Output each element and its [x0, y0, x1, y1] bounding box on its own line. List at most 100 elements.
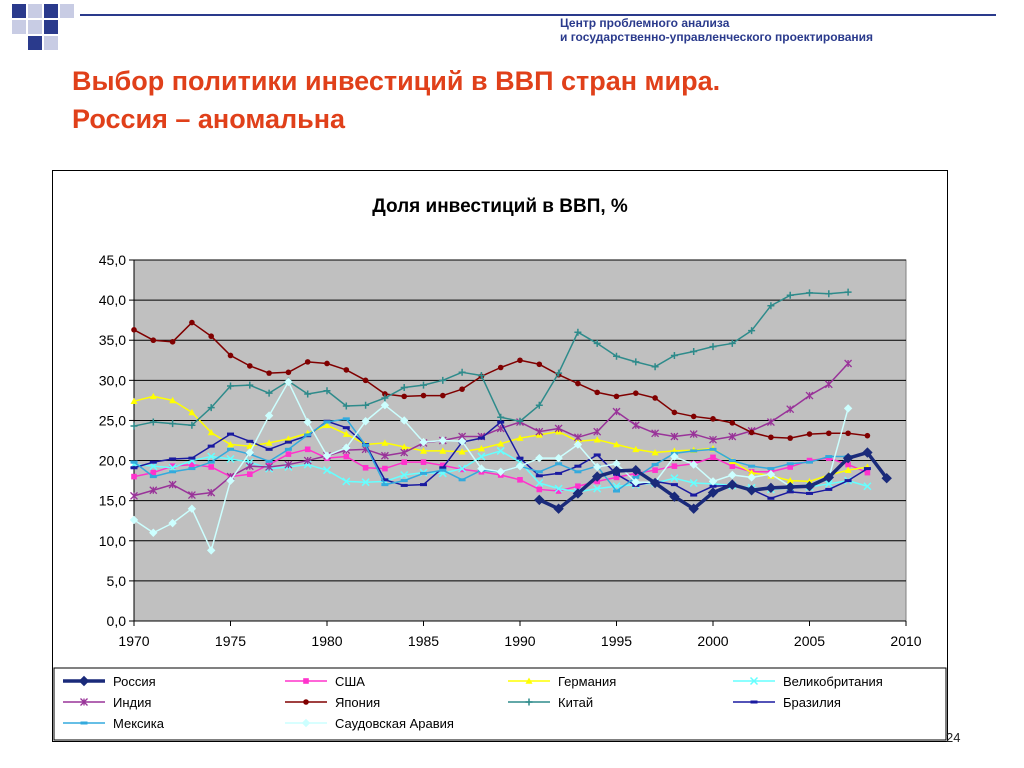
- data-point: [149, 418, 157, 426]
- data-point: [709, 343, 717, 351]
- data-point: [266, 370, 272, 376]
- legend-marker: [749, 676, 759, 686]
- data-point: [612, 407, 621, 416]
- data-point: [649, 477, 661, 489]
- chart-title: Доля инвестиций в ВВП, %: [372, 196, 628, 217]
- x-tick-label: 2005: [794, 633, 825, 649]
- legend-label: США: [335, 674, 365, 689]
- legend-label: Китай: [558, 695, 593, 710]
- x-tick-label: 2010: [890, 633, 921, 649]
- data-point: [399, 416, 409, 425]
- data-point: [864, 432, 871, 439]
- data-point: [746, 485, 757, 496]
- data-point: [247, 471, 253, 477]
- data-point: [727, 479, 738, 490]
- data-point: [826, 430, 832, 437]
- data-point: [477, 464, 486, 473]
- x-tick-label: 1980: [311, 633, 342, 649]
- data-point: [806, 289, 813, 297]
- decoration-square: [12, 4, 26, 18]
- data-point: [824, 380, 833, 389]
- data-point: [592, 462, 602, 472]
- data-point: [864, 469, 871, 476]
- data-point: [766, 469, 776, 479]
- x-tick-label: 1985: [408, 633, 439, 649]
- data-point: [458, 368, 466, 376]
- data-point: [149, 486, 158, 495]
- data-point: [187, 491, 196, 500]
- data-point: [729, 463, 736, 469]
- data-point: [362, 464, 369, 471]
- data-point: [844, 466, 852, 473]
- data-point: [613, 441, 620, 448]
- data-point: [150, 469, 157, 476]
- data-point: [246, 381, 254, 389]
- data-point: [710, 454, 716, 461]
- data-point: [554, 484, 563, 493]
- data-point: [168, 480, 177, 489]
- organization-line-1: Центр проблемного анализа: [560, 16, 730, 30]
- data-point: [630, 464, 642, 476]
- data-point: [613, 474, 620, 481]
- data-point: [284, 460, 293, 469]
- legend-label: Великобритания: [783, 674, 883, 689]
- data-point: [728, 339, 736, 347]
- data-point: [652, 395, 658, 401]
- data-point: [420, 381, 427, 389]
- data-point: [245, 462, 254, 471]
- data-point: [284, 377, 293, 387]
- data-point: [343, 453, 350, 460]
- data-point: [669, 491, 680, 502]
- data-point: [593, 427, 602, 436]
- data-point: [265, 439, 273, 446]
- data-point: [844, 359, 853, 368]
- legend-label: Япония: [335, 695, 380, 710]
- data-point: [805, 391, 814, 400]
- data-point: [400, 443, 408, 450]
- legend-marker: [301, 718, 311, 728]
- data-point: [400, 448, 409, 457]
- data-point: [670, 432, 679, 441]
- data-point: [729, 420, 736, 426]
- data-point: [342, 477, 351, 486]
- data-point: [516, 417, 524, 425]
- data-point: [458, 448, 466, 455]
- data-point: [130, 422, 138, 430]
- data-point: [593, 436, 601, 443]
- data-point: [285, 451, 292, 457]
- data-point: [400, 384, 408, 392]
- data-point: [804, 481, 815, 492]
- data-point: [247, 363, 253, 369]
- data-point: [187, 504, 197, 513]
- data-point: [787, 464, 793, 470]
- data-point: [517, 357, 523, 364]
- decoration-square: [44, 4, 58, 18]
- data-point: [303, 417, 312, 427]
- data-point: [633, 390, 639, 396]
- data-point: [632, 445, 640, 453]
- data-point: [496, 467, 505, 476]
- data-point: [555, 488, 562, 494]
- data-point: [169, 339, 176, 345]
- data-point: [862, 447, 873, 458]
- data-point: [842, 452, 854, 464]
- data-point: [169, 463, 176, 469]
- legend-label: Германия: [558, 674, 616, 689]
- data-point: [748, 327, 756, 335]
- data-point: [534, 494, 545, 506]
- data-point: [535, 401, 543, 409]
- data-point: [767, 302, 775, 310]
- data-point: [786, 405, 795, 414]
- data-point: [710, 416, 716, 422]
- data-point: [825, 290, 833, 298]
- data-point: [535, 453, 544, 463]
- x-tick-label: 1975: [215, 633, 246, 649]
- data-point: [496, 446, 505, 455]
- data-point: [690, 413, 697, 420]
- data-point: [303, 456, 312, 465]
- data-point: [575, 483, 581, 490]
- investment-share-chart: Доля инвестиций в ВВП, % 0,0 5,0 10,0 15,0 20…: [53, 196, 947, 741]
- data-point: [322, 466, 332, 475]
- data-point: [304, 359, 311, 365]
- data-point: [420, 392, 427, 399]
